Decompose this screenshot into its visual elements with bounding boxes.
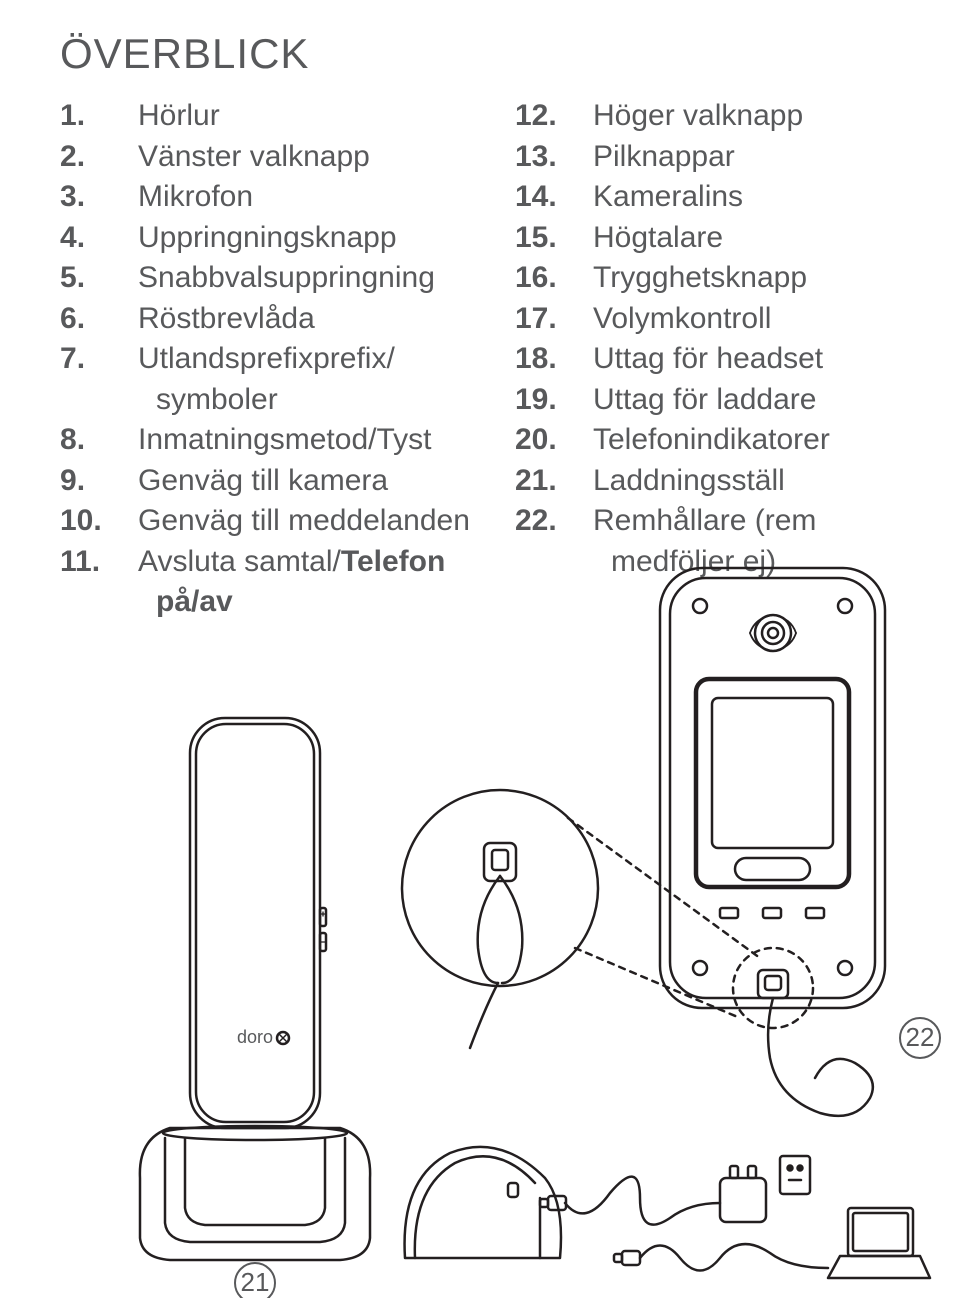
- badge-22: 22: [900, 1018, 940, 1058]
- list-item: Högtalare: [515, 218, 940, 259]
- device-illustration: doro: [0, 538, 960, 1298]
- right-list: Höger valknapp Pilknappar Kameralins Hög…: [515, 96, 940, 582]
- charger-icon: [540, 1156, 810, 1225]
- speaker-icon: [750, 615, 796, 651]
- list-item: Genväg till meddelanden: [60, 501, 485, 542]
- list-item: Laddningsställ: [515, 461, 940, 502]
- list-item: Kameralins: [515, 177, 940, 218]
- list-item: Uttag för laddare: [515, 380, 940, 421]
- page-title: ÖVERBLICK: [60, 30, 940, 78]
- charging-cradle-icon: [140, 1126, 370, 1260]
- list-item: Vänster valknapp: [60, 137, 485, 178]
- list-item: Snabbvalsuppringning: [60, 258, 485, 299]
- list-item: Hörlur: [60, 96, 485, 137]
- list-item: Volymkontroll: [515, 299, 940, 340]
- list-item: Pilknappar: [515, 137, 940, 178]
- doro-logo: doro: [237, 1027, 273, 1047]
- svg-text:22: 22: [906, 1022, 935, 1052]
- list-item: Telefonindikatorer: [515, 420, 940, 461]
- list-item: Trygghetsknapp: [515, 258, 940, 299]
- svg-text:21: 21: [241, 1267, 270, 1297]
- zoom-circle-icon: [402, 790, 598, 1048]
- pouch-icon: [405, 1147, 561, 1258]
- lanyard-slot-icon: [758, 970, 788, 998]
- list-item: Höger valknapp: [515, 96, 940, 137]
- phone-back-icon: [660, 568, 885, 1116]
- list-item: Röstbrevlåda: [60, 299, 485, 340]
- laptop-icon: [614, 1208, 930, 1278]
- list-item: Uttag för headset: [515, 339, 940, 380]
- list-item: Mikrofon: [60, 177, 485, 218]
- list-item: Uppringningsknapp: [60, 218, 485, 259]
- list-item: Utlandsprefixprefix/ symboler: [60, 339, 485, 420]
- list-item: Inmatningsmetod/Tyst: [60, 420, 485, 461]
- list-item: Genväg till kamera: [60, 461, 485, 502]
- phone-front-icon: doro: [190, 718, 326, 1128]
- badge-21: 21: [235, 1263, 275, 1298]
